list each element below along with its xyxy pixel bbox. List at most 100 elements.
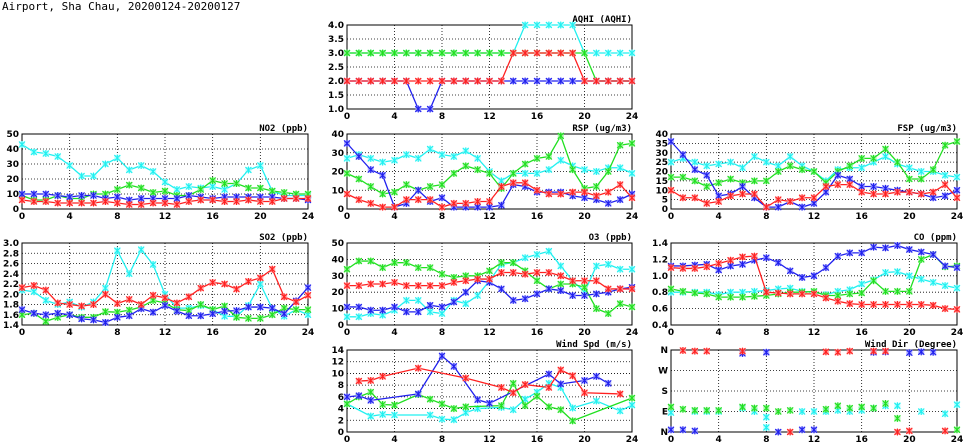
data-point-cyan [462,300,470,308]
marker-cross [474,396,482,404]
marker-cross [628,285,636,293]
data-point-blue [438,352,446,360]
marker-cross [703,183,711,190]
marker-cross [569,77,577,85]
marker-cross [846,181,854,189]
data-point-cyan [474,154,482,162]
marker-cross [545,190,553,198]
x-tick-label: 8 [114,328,120,338]
y-tick-label: 10 [655,186,668,196]
marker-cross [569,166,577,174]
panel-title: CO (ppm) [914,233,957,243]
marker-cross [810,426,818,434]
data-point-blue [604,379,612,387]
data-point-red [786,198,794,205]
data-point-red [125,295,133,303]
marker-cross [268,198,276,205]
marker-cross [545,153,553,160]
data-point-red [905,301,913,308]
data-point-cyan [882,269,889,277]
marker-cross [426,105,434,113]
data-point-green [42,317,50,325]
marker-cross [355,257,363,265]
data-point-green [450,49,458,57]
y-tick-label: 2.4 [3,270,19,280]
marker-cross [762,288,770,296]
marker-cross [474,77,482,85]
data-point-blue [173,195,181,202]
data-point-cyan [30,288,38,296]
data-point-red [102,290,109,298]
marker-cross [917,408,925,415]
marker-cross [953,173,961,181]
data-point-red [402,77,410,85]
marker-cross [557,156,565,164]
marker-cross [628,139,636,147]
data-point-blue [18,190,26,198]
marker-cross [953,194,961,202]
data-point-blue [245,303,252,311]
data-point-blue [221,307,228,315]
data-point-red [209,278,217,286]
data-point-blue [474,203,482,211]
data-point-green [786,162,794,170]
marker-cross [917,255,925,263]
data-point-red [691,347,699,355]
marker-cross [628,77,636,85]
marker-cross [846,404,854,412]
marker-cross [557,77,565,85]
marker-cross [581,49,588,57]
marker-cross [367,280,375,288]
marker-cross [762,404,770,412]
marker-cross [739,260,746,268]
marker-cross [762,254,770,262]
marker-cross [929,166,937,174]
marker-cross [509,269,517,277]
marker-cross [18,306,26,314]
marker-cross [438,270,446,278]
y-tick-label: 4 [338,405,344,415]
data-point-cyan [691,158,699,166]
y-tick-label: 1.0 [328,105,344,115]
data-point-green [905,175,913,183]
marker-cross [426,301,434,309]
marker-cross [616,141,624,149]
data-point-green [751,292,758,300]
marker-cross [592,168,600,175]
data-point-red [557,272,565,280]
marker-cross [557,287,565,295]
plot-frame [21,242,309,326]
marker-cross [545,247,553,255]
marker-cross [113,247,121,255]
x-tick-label: 12 [483,212,496,222]
y-tick-label: 40 [6,145,19,155]
y-tick-label: 2.0 [328,77,344,87]
data-point-blue [715,266,723,274]
marker-cross [870,243,877,251]
data-point-red [739,190,746,198]
data-point-red [762,288,770,296]
marker-cross [414,282,422,290]
marker-cross [679,346,687,354]
marker-cross [810,408,818,415]
data-point-blue [509,296,517,304]
marker-cross [774,196,782,204]
data-point-blue [161,302,169,310]
marker-cross [715,293,723,301]
marker-cross [929,250,937,258]
marker-cross [739,253,746,261]
data-point-green [628,139,636,147]
marker-cross [667,285,675,293]
marker-cross [343,49,351,57]
marker-cross [102,318,109,326]
data-point-green [280,189,288,196]
marker-cross [858,188,866,196]
marker-cross [691,166,699,174]
marker-cross [426,145,434,153]
x-tick-label: 24 [302,212,315,222]
data-point-blue [592,290,600,298]
marker-cross [557,21,565,29]
marker-cross [379,410,387,418]
data-point-cyan [592,397,600,405]
panel-o3: 0 10 20 30 40 50 0 4 8 12 16 20 24 O3 (ppb) [331,233,638,338]
